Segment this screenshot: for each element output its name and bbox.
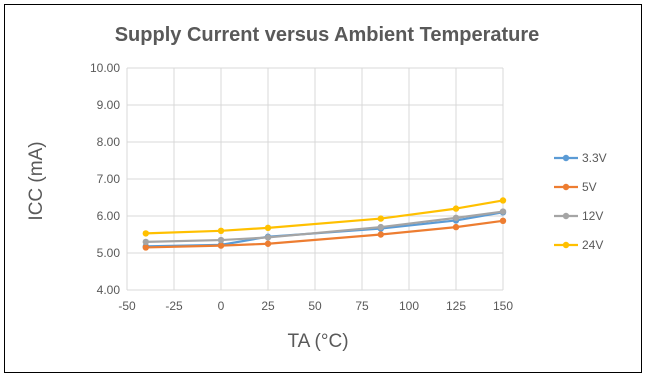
data-point [452,214,460,222]
legend: 3.3V 5V 12V 24V [554,151,607,252]
x-tick-label: 25 [261,299,275,313]
x-tick-label: 75 [355,299,369,313]
legend-entry: 3.3V [554,151,607,165]
x-tick-label: 150 [493,299,513,313]
x-tick-label: 125 [446,299,466,313]
y-axis-ticks: 4.00 5.00 6.00 7.00 8.00 9.00 10.00 [90,61,120,297]
data-point [452,223,460,231]
x-tick-label: 50 [308,299,322,313]
y-tick-label: 8.00 [97,135,121,149]
chart-frame [4,4,642,373]
x-axis-ticks: -50 -25 0 25 50 75 100 125 150 [118,299,513,313]
y-axis-label: ICC (mA) [26,141,47,220]
data-point [377,215,384,222]
y-tick-label: 5.00 [97,246,121,260]
data-point [499,197,507,204]
data-point [264,240,272,247]
series-1 [142,209,507,250]
x-tick-label: -50 [118,299,136,313]
legend-label: 24V [582,238,603,252]
data-point [377,231,384,238]
series-group [142,197,507,251]
data-point [499,217,507,225]
y-tick-label: 6.00 [97,209,121,223]
data-point [217,227,225,234]
y-tick-label: 10.00 [90,61,120,75]
legend-entry: 5V [554,180,597,194]
legend-marker [562,241,570,249]
x-axis-label: TA (°C) [287,331,348,352]
data-point [264,234,272,241]
series-line [145,199,504,235]
x-tick-label: 0 [218,299,225,313]
y-tick-label: 4.00 [97,283,121,297]
legend-entry: 12V [554,209,603,223]
data-point [217,236,225,244]
legend-label: 5V [582,180,597,194]
y-tick-label: 9.00 [97,98,121,112]
grid [126,67,504,291]
series-2 [142,217,507,251]
legend-marker [562,183,570,191]
legend-label: 3.3V [582,151,607,165]
x-tick-label: 100 [399,299,419,313]
chart-title: Supply Current versus Ambient Temperatur… [115,24,540,46]
series-line [145,219,504,249]
data-point [452,205,460,212]
legend-marker [562,154,570,162]
data-point [377,223,384,231]
series-3 [142,208,507,246]
data-point [499,208,507,215]
y-tick-label: 7.00 [97,172,121,186]
data-point [142,230,149,237]
data-point [142,244,149,251]
series-4 [142,197,507,237]
data-point [264,224,272,232]
series-line [145,210,504,243]
data-point [142,238,149,246]
legend-label: 12V [582,209,603,223]
legend-entry: 24V [554,238,603,252]
legend-marker [562,212,570,220]
x-tick-label: -25 [165,299,183,313]
data-point [217,242,225,249]
